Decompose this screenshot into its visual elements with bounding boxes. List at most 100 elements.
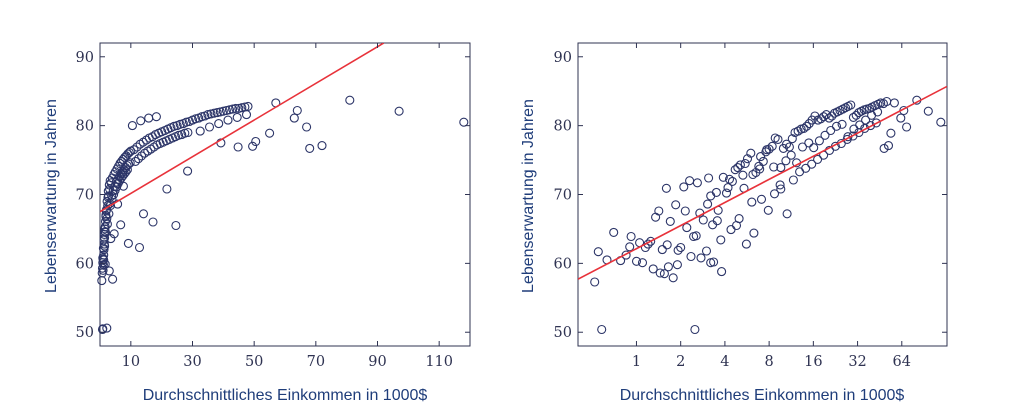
scatter-point <box>655 268 665 278</box>
scatter-point <box>902 122 912 132</box>
scatter-point <box>758 156 768 166</box>
x-tick-label: 8 <box>765 354 774 370</box>
scatter-point <box>104 209 114 219</box>
scatter-point <box>248 141 258 151</box>
scatter-point <box>747 197 757 207</box>
scatter-point <box>763 205 773 215</box>
y-axis-title-log: Lebenserwartung in Jahren <box>520 99 537 293</box>
scatter-point <box>706 258 716 268</box>
scatter-point <box>762 145 772 155</box>
y-axis-title-linear: Lebenserwartung in Jahren <box>43 99 60 293</box>
scatter-point <box>232 112 242 122</box>
scatter-point <box>251 136 261 147</box>
scatter-point <box>727 176 737 186</box>
scatter-point <box>726 225 736 235</box>
scatter-point <box>104 266 114 276</box>
scatter-point <box>663 262 673 272</box>
trendline-linear <box>100 43 385 213</box>
scatter-point <box>109 229 119 239</box>
scatter-point <box>214 119 224 129</box>
scatter-point <box>593 247 603 257</box>
scatter-point <box>682 223 692 233</box>
scatter-point <box>665 216 675 226</box>
scatter-point <box>769 189 780 199</box>
scatter-point <box>861 115 871 125</box>
x-axis-title-log: Durchschnittliches Einkommen in 1000$ <box>620 387 905 404</box>
scatter-point <box>637 258 648 268</box>
scatter-point <box>799 123 809 133</box>
scatter-point <box>797 142 808 152</box>
scatter-point <box>769 162 779 172</box>
scatter-point <box>849 124 859 134</box>
scatter-point <box>701 246 712 256</box>
scatter-point <box>100 259 110 269</box>
scatter-point <box>711 187 721 197</box>
scatter-point <box>804 138 814 148</box>
scatter-point <box>781 156 791 166</box>
x-tick-label: 110 <box>425 354 453 370</box>
scatter-point <box>896 113 906 123</box>
scatter-point <box>746 148 756 158</box>
scatter-point <box>118 181 128 191</box>
scatter-point <box>676 242 686 253</box>
scatter-point <box>730 165 740 175</box>
scatter-point <box>651 212 661 222</box>
scatter-point <box>105 200 116 211</box>
scatter-point <box>691 231 701 241</box>
scatter-point <box>717 267 727 277</box>
scatter-point <box>793 126 803 136</box>
scatter-point <box>609 227 619 237</box>
scatter-point <box>345 95 355 105</box>
scatter-point <box>831 121 842 131</box>
scatter-point <box>590 277 600 287</box>
scatter-point <box>886 128 896 138</box>
x-tick-label: 50 <box>245 354 263 370</box>
scatter-point <box>848 112 858 122</box>
scatter-point <box>109 189 119 200</box>
scatter-point <box>108 274 118 284</box>
scatter-point <box>795 167 805 177</box>
y-tick-label: 70 <box>554 188 572 204</box>
scatter-point <box>183 166 193 176</box>
scatter-point <box>686 251 696 262</box>
scatter-point <box>305 143 315 153</box>
scatter-point <box>698 215 708 225</box>
scatter-point <box>696 253 706 263</box>
scatter-point <box>98 324 108 334</box>
y-tick-label: 80 <box>76 119 94 135</box>
scatter-point <box>98 253 108 263</box>
x-axis-title-linear: Durchschnittliches Einkommen in 1000$ <box>143 387 428 404</box>
scatter-point <box>657 245 667 255</box>
scatter-point <box>209 108 219 118</box>
scatter-point <box>809 143 819 153</box>
chart-linear-income: 10 30 50 70 90 110 50 60 70 80 90 Durchschnittlic… <box>43 42 471 404</box>
scatter-point <box>204 122 215 132</box>
scatter-point <box>733 163 743 173</box>
y-axis-ticks-log: 50 60 70 80 90 <box>554 50 947 341</box>
scatter-point <box>122 165 132 175</box>
scatter-point <box>786 150 796 160</box>
scatter-point <box>923 106 933 116</box>
scatter-point <box>679 182 689 192</box>
scatter-point <box>773 134 783 144</box>
scatter-point <box>394 106 404 116</box>
scatter-point <box>144 113 154 123</box>
scatter-point <box>741 239 751 249</box>
scatter-point <box>97 276 107 286</box>
scatter-point <box>775 180 785 190</box>
scatter-point <box>233 142 243 152</box>
scatter-point <box>597 324 607 335</box>
y-tick-label: 90 <box>76 50 94 66</box>
scatter-point <box>724 174 735 184</box>
scatter-point <box>195 126 205 136</box>
scatter-point <box>776 163 786 173</box>
scatter-point <box>127 121 137 131</box>
scatter-point <box>824 113 834 123</box>
scatter-point <box>99 229 109 239</box>
scatter-point <box>137 151 147 161</box>
x-axis-ticks-log: 1 2 4 8 16 32 64 <box>632 43 911 370</box>
scatter-point <box>889 98 899 108</box>
scatter-point <box>123 238 133 248</box>
scatter-point <box>716 235 726 245</box>
scatter-point <box>672 260 682 270</box>
